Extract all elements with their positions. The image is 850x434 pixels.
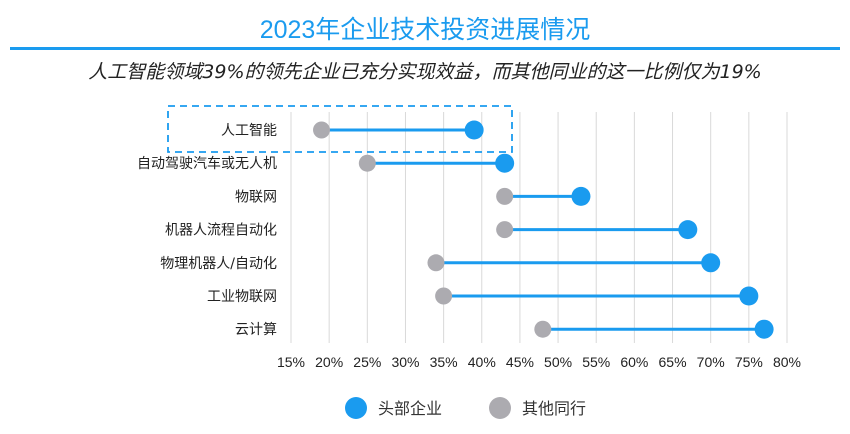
point-other-peers <box>496 221 514 239</box>
x-tick-label: 30% <box>391 354 419 370</box>
category-label: 自动驾驶汽车或无人机 <box>137 155 277 172</box>
category-label: 人工智能 <box>221 123 277 139</box>
x-tick-label: 65% <box>659 354 687 370</box>
category-label: 工业物联网 <box>207 289 277 305</box>
connectors <box>321 128 765 331</box>
point-other-peers <box>534 320 552 338</box>
x-tick-label: 20% <box>315 354 343 370</box>
x-tick-label: 75% <box>735 354 763 370</box>
point-leading-firms <box>701 253 721 273</box>
x-axis-ticks: 15% 20% 25% 30% 35% 40% 45% 50% 55% 60% 65% 70% 75% 8… <box>277 354 801 370</box>
point-other-peers <box>358 154 376 172</box>
x-tick-label: 25% <box>353 354 381 370</box>
point-leading-firms <box>739 286 759 306</box>
x-tick-label: 60% <box>620 354 648 370</box>
category-label: 物理机器人/自动化 <box>160 256 277 272</box>
chart-title: 2023年企业技术投资进展情况 <box>260 16 591 44</box>
point-leading-firms <box>571 186 591 206</box>
legend: 头部企业 其他同行 <box>345 397 586 419</box>
category-label: 云计算 <box>235 322 277 338</box>
point-leading-firms <box>754 319 774 339</box>
highlight-box <box>167 105 513 153</box>
chart-subtitle: 人工智能领域39%的领先企业已充分实现效益，而其他同业的这一比例仅为19% <box>88 61 761 83</box>
point-other-peers <box>427 254 445 272</box>
title-underline <box>10 47 840 50</box>
category-label: 物联网 <box>235 189 277 205</box>
point-leading-firms <box>678 220 698 240</box>
point-other-peers <box>496 187 514 205</box>
x-tick-label: 35% <box>430 354 458 370</box>
category-labels: 人工智能自动驾驶汽车或无人机物联网机器人流程自动化物理机器人/自动化工业物联网云… <box>137 123 277 338</box>
highlight-box-rect <box>167 105 513 153</box>
x-tick-label: 55% <box>582 354 610 370</box>
x-tick-label: 45% <box>506 354 534 370</box>
point-other-peers <box>313 121 331 139</box>
data-points <box>313 120 774 339</box>
x-tick-label: 50% <box>544 354 572 370</box>
x-tick-label: 40% <box>468 354 496 370</box>
legend-label: 头部企业 <box>378 399 442 418</box>
x-tick-label: 15% <box>277 354 305 370</box>
category-label: 机器人流程自动化 <box>165 223 277 239</box>
legend-swatch <box>489 397 511 419</box>
grid-lines <box>290 112 788 343</box>
point-other-peers <box>435 287 453 305</box>
x-tick-label: 80% <box>773 354 801 370</box>
point-leading-firms <box>464 120 484 140</box>
legend-label: 其他同行 <box>522 399 586 418</box>
legend-swatch <box>345 397 367 419</box>
point-leading-firms <box>495 153 515 173</box>
x-tick-label: 70% <box>697 354 725 370</box>
